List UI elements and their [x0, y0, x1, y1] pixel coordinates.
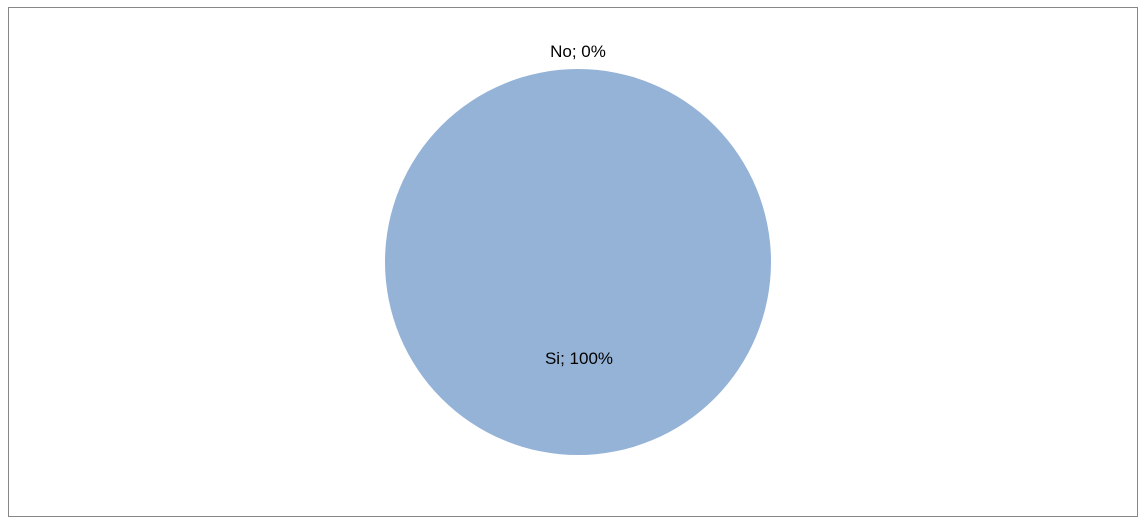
pie-chart: Si; 100% No; 0% [385, 42, 771, 455]
pie-slice-si [385, 69, 771, 455]
data-label-no: No; 0% [550, 42, 606, 61]
chart-area: Si; 100% No; 0% [8, 7, 1138, 517]
data-label-si: Si; 100% [545, 349, 613, 368]
